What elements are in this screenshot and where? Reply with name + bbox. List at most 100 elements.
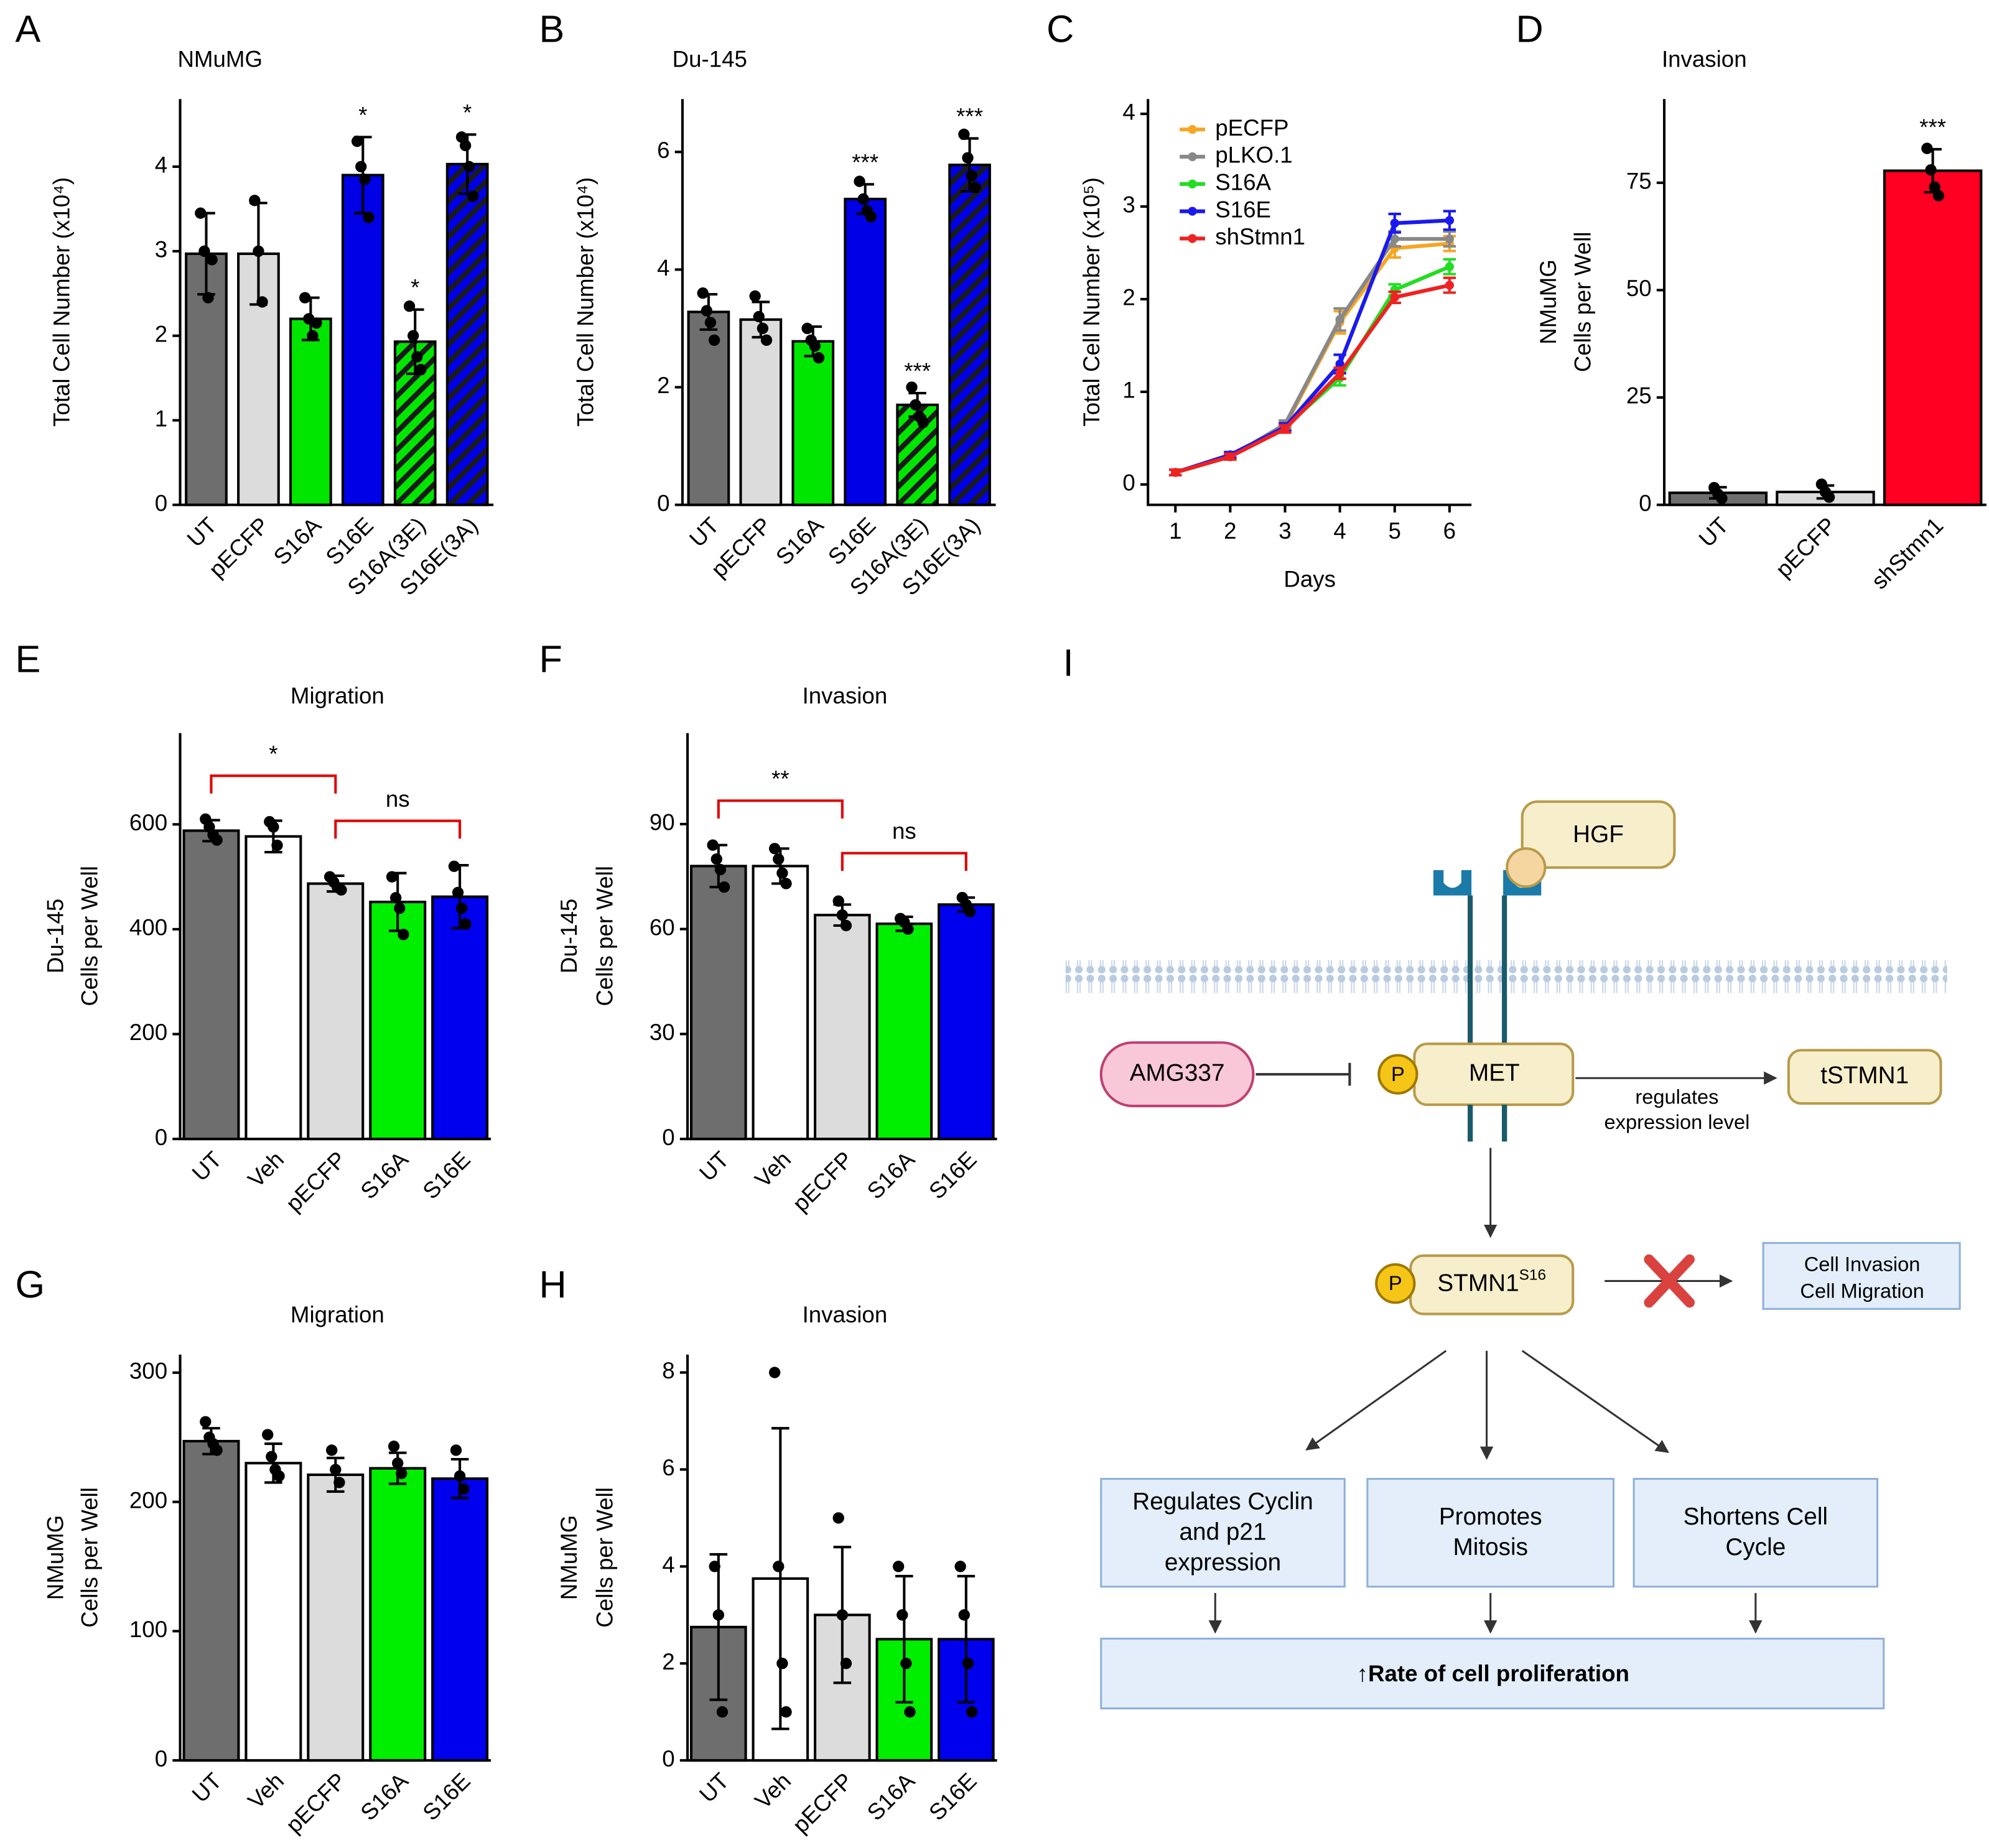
panel-letter: E [15, 638, 40, 680]
phospho-label: P [1389, 1271, 1402, 1294]
x-tick-label: S16E [417, 1146, 475, 1204]
data-point [904, 1706, 916, 1718]
data-point [325, 1444, 338, 1456]
chart-title: Invasion [803, 683, 888, 708]
data-point [969, 181, 981, 193]
y-tick-label: 30 [650, 1019, 675, 1045]
bracket-label: * [269, 741, 277, 766]
significance: * [463, 100, 472, 125]
data-point [351, 135, 363, 147]
bracket-label: ** [771, 766, 790, 791]
data-point [459, 139, 472, 152]
data-point [307, 330, 319, 341]
ligand-box [1521, 800, 1676, 869]
data-point [776, 867, 788, 879]
data-point [780, 1706, 792, 1718]
legend-swatch [1188, 152, 1197, 162]
x-tick-label: UT [694, 1768, 734, 1808]
significance: *** [956, 104, 983, 129]
y-axis-label: Du-145 [42, 899, 68, 973]
data-point [211, 1444, 223, 1456]
protein-name: STMN1 [1437, 1270, 1519, 1297]
x-axis-label: Days [1283, 567, 1336, 592]
x-tick-label: 6 [1443, 518, 1456, 544]
bar [1883, 169, 1983, 506]
data-point [200, 1416, 212, 1428]
bar [844, 197, 887, 506]
bar [245, 835, 302, 1141]
chart-panel: E Migration 0 200 400 600 Du-145 Cells per Well… [15, 638, 491, 1217]
data-point [906, 381, 918, 393]
data-point [900, 1658, 912, 1669]
y-axis-label: Total Cell Number (x10⁴) [49, 177, 75, 427]
y-tick-label: 200 [129, 1487, 167, 1513]
y-tick-label: 600 [129, 810, 167, 835]
y-tick-label: 0 [155, 490, 167, 516]
data-point [1925, 164, 1937, 176]
axes [1147, 99, 1472, 506]
data-point [330, 1464, 342, 1475]
data-point [958, 128, 970, 141]
bracket [334, 819, 462, 839]
bar [289, 317, 332, 506]
data-point [707, 839, 719, 851]
bar [739, 318, 783, 506]
bar [307, 882, 365, 1141]
x-tick-label: pECFP [281, 1768, 351, 1838]
series-point [1390, 292, 1399, 302]
x-tick-label: UT [187, 1146, 227, 1186]
x-tick-label: UT [187, 1768, 227, 1808]
data-point [840, 919, 852, 932]
significance: *** [904, 358, 931, 384]
data-point [249, 195, 261, 207]
data-point [1823, 491, 1835, 503]
data-point [962, 1658, 974, 1669]
data-point [256, 296, 268, 308]
data-point [253, 245, 264, 258]
y-axis-label: NMuMG [42, 1515, 68, 1600]
series-line [1175, 241, 1450, 475]
series-point [1335, 368, 1344, 378]
data-point [392, 1457, 404, 1469]
effect-text: expression [1165, 1549, 1281, 1576]
data-point [202, 292, 214, 304]
x-tick-label: S16A [355, 1146, 413, 1204]
bracket [717, 799, 844, 819]
x-tick-label: 2 [1224, 518, 1236, 544]
target-box [1787, 1049, 1942, 1105]
data-point [359, 174, 371, 185]
y-tick-label: 6 [662, 1455, 674, 1480]
effect-text: Shortens Cell [1684, 1503, 1828, 1530]
y-axis-label: Cells per Well [592, 1487, 617, 1628]
y-tick-label: 2 [1122, 285, 1135, 310]
y-tick-label: 50 [1626, 276, 1652, 301]
y-tick-label: 0 [155, 1125, 167, 1150]
panel-letter: D [1516, 7, 1543, 50]
data-point [355, 160, 367, 173]
receptor-label: MET [1469, 1059, 1520, 1086]
x-tick-label: S16E [417, 1768, 475, 1825]
data-point [780, 878, 792, 889]
panel-letter: H [539, 1263, 567, 1306]
bar [307, 1473, 365, 1762]
significance: * [358, 102, 367, 128]
data-point [854, 175, 865, 187]
blocked-label: Cell Migration [1800, 1279, 1924, 1302]
x-tick-label: S16A [355, 1768, 413, 1826]
data-point [813, 352, 825, 364]
legend-label: shStmn1 [1215, 224, 1305, 249]
y-axis-label: NMuMG [556, 1515, 582, 1600]
effect-text: and p21 [1180, 1518, 1267, 1545]
data-point [716, 1706, 729, 1718]
data-point [268, 821, 279, 833]
series-line [1175, 237, 1450, 475]
effect-label: expression level [1605, 1110, 1750, 1133]
y-tick-label: 4 [657, 255, 669, 281]
data-point [403, 300, 416, 312]
data-point [452, 886, 464, 899]
panel-letter: F [539, 638, 562, 680]
bracket-label: ns [892, 819, 916, 844]
legend-label: S16A [1215, 169, 1271, 195]
legend-swatch [1188, 124, 1197, 134]
